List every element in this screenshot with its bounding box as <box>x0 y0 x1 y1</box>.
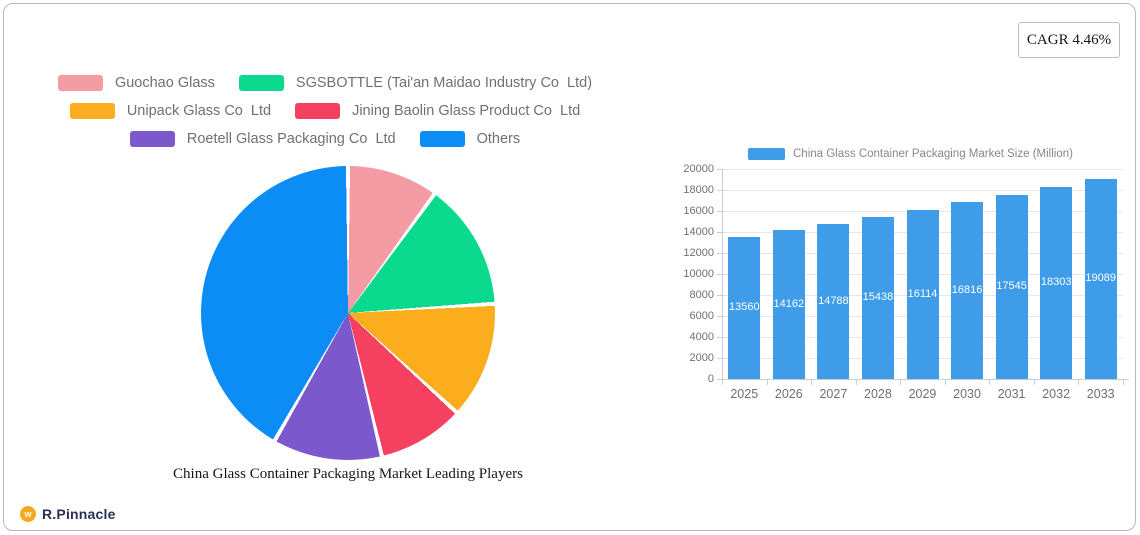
x-axis-tick <box>1033 380 1035 385</box>
x-axis-tick <box>900 380 902 385</box>
bar-value-label: 15438 <box>862 291 894 303</box>
y-axis-label: 18000 <box>683 184 714 196</box>
x-axis-label: 2031 <box>997 387 1026 401</box>
bar[interactable]: 18303 <box>1040 187 1073 379</box>
bar[interactable]: 16114 <box>906 210 939 379</box>
x-axis-tick <box>722 380 723 385</box>
bar-plot: 0 2000 4000 6000 8000 10000 12000 14000 16000 180… <box>683 163 1129 401</box>
y-axis-label: 8000 <box>689 289 714 301</box>
pie-legend: Guochao Glass SGSBOTTLE (Tai'an Maidao In… <box>30 75 620 147</box>
y-axis-tick <box>717 337 722 338</box>
x-axis-tick <box>944 380 946 385</box>
legend-item[interactable]: Jining Baolin Glass Product Co Ltd <box>295 103 580 119</box>
brand-logo: w R.Pinnacle <box>20 506 116 522</box>
y-axis-tick <box>717 358 722 359</box>
y-axis-tick <box>717 169 722 170</box>
legend-label: Guochao Glass <box>114 75 215 91</box>
x-axis-tick <box>1123 380 1124 385</box>
bar-value-label: 19089 <box>1085 272 1117 284</box>
bar-value-label: 14788 <box>818 294 849 307</box>
bar[interactable]: 16816 <box>951 202 984 379</box>
legend-swatch <box>129 131 175 147</box>
gridline <box>722 169 1123 170</box>
bar[interactable]: 19089 <box>1084 179 1117 379</box>
y-axis-tick <box>717 232 722 233</box>
cagr-badge: CAGR 4.46% <box>1018 22 1120 58</box>
x-axis-label: 2025 <box>730 387 759 401</box>
bar[interactable]: 14788 <box>817 224 850 379</box>
x-axis-label: 2029 <box>908 387 937 401</box>
y-axis-tick <box>717 379 722 380</box>
y-axis-label: 12000 <box>683 247 714 259</box>
y-axis-line <box>722 169 723 380</box>
x-axis-label: 2027 <box>819 387 848 401</box>
legend-swatch <box>295 103 341 119</box>
y-axis-label: 14000 <box>683 226 714 238</box>
legend-swatch <box>419 131 465 147</box>
x-axis-tick <box>1078 380 1080 385</box>
legend-label: Unipack Glass Co Ltd <box>126 103 272 119</box>
bar-legend[interactable]: China Glass Container Packaging Market S… <box>748 148 1073 160</box>
bar-value-label: 17545 <box>996 280 1027 292</box>
y-axis-label: 4000 <box>689 331 714 343</box>
bar[interactable]: 15438 <box>861 217 894 379</box>
x-axis-tick <box>989 380 991 385</box>
x-axis-tick <box>855 380 857 385</box>
legend-swatch <box>57 75 103 91</box>
y-axis-tick <box>717 190 722 191</box>
bar-value-label: 16816 <box>951 283 983 296</box>
x-axis-label: 2030 <box>953 387 981 401</box>
bar[interactable]: 17545 <box>995 195 1028 379</box>
bar-legend-label: China Glass Container Packaging Market S… <box>793 148 1073 160</box>
bar-value-label: 18303 <box>1040 276 1072 288</box>
legend-label: SGSBOTTLE (Tai'an Maidao Industry Co Ltd… <box>295 75 593 91</box>
y-axis-label: 2000 <box>689 352 714 364</box>
bar-value-label: 13560 <box>728 301 760 313</box>
legend-swatch <box>238 75 284 91</box>
y-axis-tick <box>717 253 722 254</box>
pie-chart[interactable] <box>201 166 495 460</box>
y-axis-label: 20000 <box>683 163 714 175</box>
legend-label: Jining Baolin Glass Product Co Ltd <box>352 103 581 119</box>
bar-value-label: 16114 <box>907 287 938 300</box>
legend-label: Others <box>476 131 521 147</box>
x-axis-label: 2028 <box>864 387 892 401</box>
y-axis-tick <box>717 274 722 275</box>
y-axis-tick <box>717 316 722 317</box>
brand-logo-icon: w <box>20 506 36 522</box>
x-axis-label: 2026 <box>774 387 803 401</box>
legend-item[interactable]: Others <box>419 131 521 147</box>
chart-card <box>3 3 1136 531</box>
bar[interactable]: 14162 <box>772 230 805 379</box>
legend-item[interactable]: Unipack Glass Co Ltd <box>69 103 272 119</box>
brand-name: R.Pinnacle <box>42 506 116 522</box>
y-axis-tick <box>717 295 722 296</box>
legend-item[interactable]: Guochao Glass <box>57 75 215 91</box>
gridline <box>722 190 1123 191</box>
y-axis-label: 10000 <box>683 268 714 280</box>
y-axis-label: 0 <box>707 373 714 385</box>
legend-item[interactable]: SGSBOTTLE (Tai'an Maidao Industry Co Ltd… <box>238 75 593 91</box>
bar-legend-swatch <box>748 148 785 160</box>
bar[interactable]: 13560 <box>728 237 761 379</box>
pie-legend-row: Guochao Glass SGSBOTTLE (Tai'an Maidao In… <box>30 75 620 91</box>
y-axis-tick <box>717 211 722 212</box>
x-axis-label: 2033 <box>1086 387 1115 401</box>
pie-legend-row: Roetell Glass Packaging Co Ltd Others <box>30 131 620 147</box>
legend-swatch <box>69 103 115 119</box>
x-axis-tick <box>811 380 813 385</box>
x-axis-tick <box>766 380 768 385</box>
pie-legend-row: Unipack Glass Co Ltd Jining Baolin Glass … <box>30 103 620 119</box>
y-axis-label: 16000 <box>683 205 714 217</box>
y-axis-label: 6000 <box>689 310 714 322</box>
x-axis-line <box>721 379 1129 380</box>
x-axis-label: 2032 <box>1042 387 1071 401</box>
legend-label: Roetell Glass Packaging Co Ltd <box>186 131 396 147</box>
legend-item[interactable]: Roetell Glass Packaging Co Ltd <box>129 131 396 147</box>
pie-title: China Glass Container Packaging Market L… <box>173 466 523 482</box>
bar-value-label: 14162 <box>773 297 805 310</box>
